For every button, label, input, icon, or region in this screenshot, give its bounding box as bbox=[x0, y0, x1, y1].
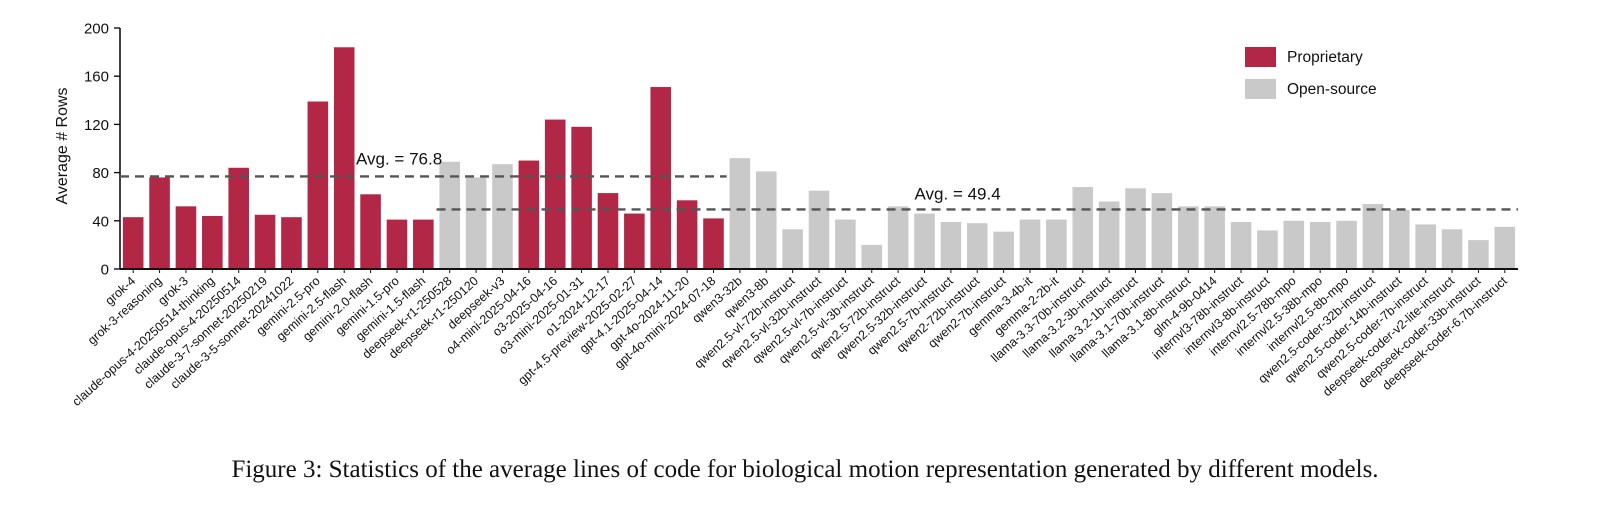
bar-qwen2-72b-instruct bbox=[966, 223, 988, 269]
bar-claude-opus-4-20250514 bbox=[228, 167, 249, 269]
bar-qwen2-7b-instruct bbox=[993, 231, 1014, 269]
y-tick-label: 80 bbox=[92, 165, 109, 182]
bar-gpt-4o-mini-2024-07-18 bbox=[703, 218, 724, 269]
bar-deepseek-r1-250120 bbox=[465, 177, 487, 269]
legend-label: Proprietary bbox=[1287, 49, 1363, 66]
bar-deepseek-v3 bbox=[492, 164, 513, 269]
average-label: Avg. = 49.4 bbox=[915, 184, 1001, 203]
bars bbox=[120, 47, 1518, 270]
legend-swatch bbox=[1245, 47, 1276, 67]
y-tick-label: 120 bbox=[84, 117, 109, 134]
bar-llama-3.2-3b-instruct bbox=[1098, 201, 1120, 269]
bar-llama-3.1-70b-instruct bbox=[1151, 193, 1173, 269]
bar-claude-3-5-sonnet-20241022 bbox=[281, 217, 302, 269]
bar-llama-3.2-1b-instruct bbox=[1125, 188, 1146, 269]
bar-qwen2.5-vl-72b-instruct bbox=[782, 229, 803, 269]
bar-gpt-4.1-2025-04-14 bbox=[650, 87, 672, 269]
average-lines: Avg. = 76.8 Avg. = 49.4 bbox=[120, 149, 1518, 211]
bar-o1-2024-12-17 bbox=[597, 193, 619, 269]
bar-internvl3-78b-instruct bbox=[1230, 222, 1252, 269]
bar-qwen2.5-coder-7b-instruct bbox=[1415, 224, 1436, 269]
bar-o4-mini-2025-04-16 bbox=[518, 160, 540, 269]
bar-deepseek-coder-v2-lite-instruct bbox=[1441, 229, 1463, 269]
bar-gpt-4.5-preview-2025-02-27 bbox=[624, 213, 645, 269]
bar-qwen2.5-32b-instruct bbox=[914, 213, 935, 269]
bar-glm-4-9b-0414 bbox=[1204, 206, 1225, 269]
bar-o3-mini-2025-01-31 bbox=[571, 126, 592, 269]
y-axis: 0 40 80 120 160 200 bbox=[84, 21, 121, 279]
bar-grok-3 bbox=[175, 206, 197, 269]
bar-qwen2.5-vl-32b-instruct bbox=[808, 190, 830, 269]
bar-gemma-2-2b-it bbox=[1046, 219, 1067, 269]
legend-label: Open-source bbox=[1287, 81, 1377, 98]
bar-qwen2.5-vl-3b-instruct bbox=[861, 244, 883, 269]
bar-qwen2.5-vl-7b-instruct bbox=[835, 219, 856, 269]
bar-llama-3.1-8b-instruct bbox=[1177, 206, 1199, 269]
bar-claude-3-7-sonnet-20250219 bbox=[254, 214, 276, 269]
y-tick-label: 200 bbox=[84, 21, 109, 38]
y-tick-label: 40 bbox=[92, 213, 109, 230]
bar-deepseek-coder-33b-instruct bbox=[1468, 240, 1489, 269]
bar-internvl2.5-8b-mpo bbox=[1336, 220, 1357, 269]
bar-gemini-1.5-flash bbox=[413, 219, 434, 269]
bar-qwen2.5-7b-instruct bbox=[940, 222, 962, 269]
average-label: Avg. = 76.8 bbox=[356, 149, 442, 168]
figure-caption: Figure 3: Statistics of the average line… bbox=[231, 456, 1379, 483]
legend: Proprietary Open-source bbox=[1245, 47, 1377, 99]
x-tick-labels: grok-4grok-3-reasoninggrok-3claude-opus-… bbox=[70, 269, 1510, 409]
y-tick-label: 160 bbox=[84, 69, 109, 86]
bar-o3-2025-04-16 bbox=[544, 119, 566, 269]
bar-grok-4 bbox=[122, 217, 144, 269]
bar-gemini-2.5-pro bbox=[307, 101, 329, 269]
y-axis-label: Average # Rows bbox=[54, 87, 71, 204]
bar-qwen2.5-72b-instruct bbox=[887, 206, 909, 269]
legend-swatch bbox=[1245, 79, 1276, 99]
bar-qwen2.5-coder-32b-instruct bbox=[1362, 203, 1384, 269]
bar-qwen3-32b bbox=[729, 158, 751, 269]
bar-qwen3-8b bbox=[755, 171, 777, 269]
bar-claude-opus-4-20250514-thinking bbox=[202, 215, 223, 269]
bar-deepseek-coder-6.7b-instruct bbox=[1494, 226, 1516, 269]
bar-qwen2.5-coder-14b-instruct bbox=[1389, 209, 1410, 269]
bar-llama-3.3-70b-instruct bbox=[1072, 187, 1094, 269]
bar-deepseek-r1-250528 bbox=[439, 161, 461, 269]
bar-internvl2.5-78b-mpo bbox=[1283, 220, 1305, 269]
y-tick-label: 0 bbox=[101, 262, 109, 279]
bar-gpt-4o-2024-11-20 bbox=[676, 200, 698, 269]
bar-gemma-3-4b-it bbox=[1019, 219, 1041, 269]
bar-gemini-2.5-flash bbox=[333, 47, 355, 269]
bar-grok-3-reasoning bbox=[149, 177, 170, 269]
bar-internvl3-8b-instruct bbox=[1257, 230, 1278, 269]
bar-internvl2.5-38b-mpo bbox=[1309, 222, 1331, 269]
bar-gemini-2.0-flash bbox=[360, 194, 381, 269]
bar-gemini-1.5-pro bbox=[386, 219, 408, 269]
